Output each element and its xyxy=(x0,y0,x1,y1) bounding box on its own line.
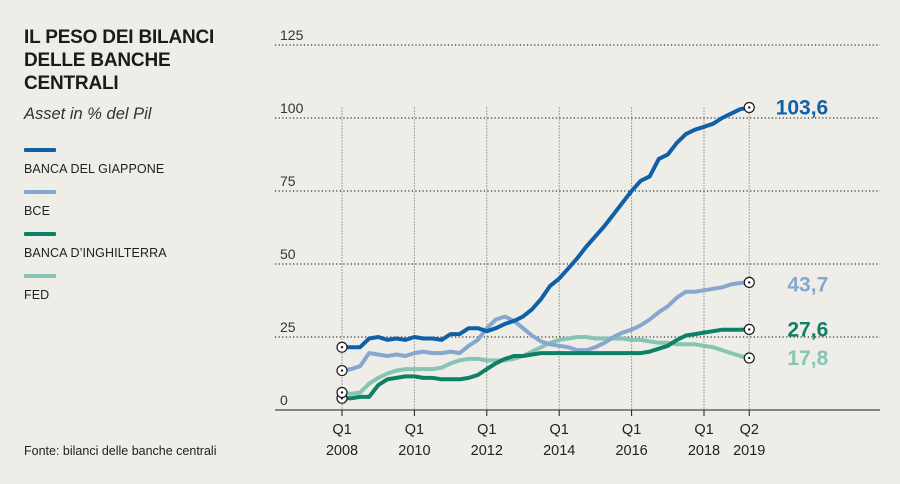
legend: BANCA DEL GIAPPONE BCE BANCA D’INGHILTERRA… xyxy=(24,148,264,316)
x-tick-label: 2010 xyxy=(398,443,430,459)
series-line-banca-d-inghilterra xyxy=(340,327,752,401)
end-value-label: 17,8 xyxy=(787,347,828,370)
x-tick-label: 2014 xyxy=(543,443,575,459)
end-point-dot xyxy=(748,281,751,284)
end-point-dot xyxy=(748,328,751,331)
legend-item: BANCA D’INGHILTERRA xyxy=(24,232,264,274)
legend-item: BCE xyxy=(24,190,264,232)
start-point-dot xyxy=(340,369,344,372)
legend-label: BCE xyxy=(24,204,51,218)
end-point-dot xyxy=(748,106,751,109)
legend-swatch xyxy=(24,190,56,194)
end-value-label: 103,6 xyxy=(776,96,829,119)
legend-label: BANCA D’INGHILTERRA xyxy=(24,246,167,260)
y-tick-label: 0 xyxy=(280,392,288,408)
legend-swatch xyxy=(24,274,56,278)
x-tick-label: Q1 xyxy=(694,422,713,438)
y-tick-label: 100 xyxy=(280,100,304,116)
y-tick-label: 50 xyxy=(280,246,296,262)
y-tick-label: 75 xyxy=(280,173,296,189)
legend-item: BANCA DEL GIAPPONE xyxy=(24,148,264,190)
x-tick-label: 2018 xyxy=(688,443,720,459)
series-line-bce xyxy=(340,280,752,373)
start-point-dot xyxy=(340,346,344,349)
x-tick-label: Q2 xyxy=(740,422,759,438)
x-tick-label: Q1 xyxy=(550,422,569,438)
legend-swatch xyxy=(24,232,56,236)
x-tick-label: Q1 xyxy=(405,422,424,438)
chart-title: IL PESO DEI BILANCI DELLE BANCHE CENTRAL… xyxy=(24,27,215,94)
x-tick-label: Q1 xyxy=(332,422,351,438)
legend-swatch xyxy=(24,148,56,152)
legend-label: FED xyxy=(24,288,50,302)
series-line-banca-del-giappone xyxy=(340,105,752,350)
x-tick-label: 2012 xyxy=(471,443,503,459)
series-line-fed xyxy=(340,335,752,396)
x-tick-label: Q1 xyxy=(477,422,496,438)
x-tick-label: 2019 xyxy=(733,443,765,459)
chart-subtitle: Asset in % del Pil xyxy=(24,105,152,123)
end-value-label: 43,7 xyxy=(787,273,828,296)
x-tick-label: 2008 xyxy=(326,443,358,459)
y-tick-label: 125 xyxy=(280,27,304,43)
left-panel: IL PESO DEI BILANCI DELLE BANCHE CENTRAL… xyxy=(24,26,264,316)
start-point-dot xyxy=(340,391,344,394)
end-point-dot xyxy=(748,356,751,360)
y-tick-label: 25 xyxy=(280,319,296,335)
legend-label: BANCA DEL GIAPPONE xyxy=(24,162,165,176)
source-note: Fonte: bilanci delle banche centrali xyxy=(24,444,217,458)
legend-item: FED xyxy=(24,274,264,316)
end-value-label: 27,6 xyxy=(787,318,828,341)
x-tick-label: Q1 xyxy=(622,422,641,438)
x-tick-label: 2016 xyxy=(615,443,647,459)
